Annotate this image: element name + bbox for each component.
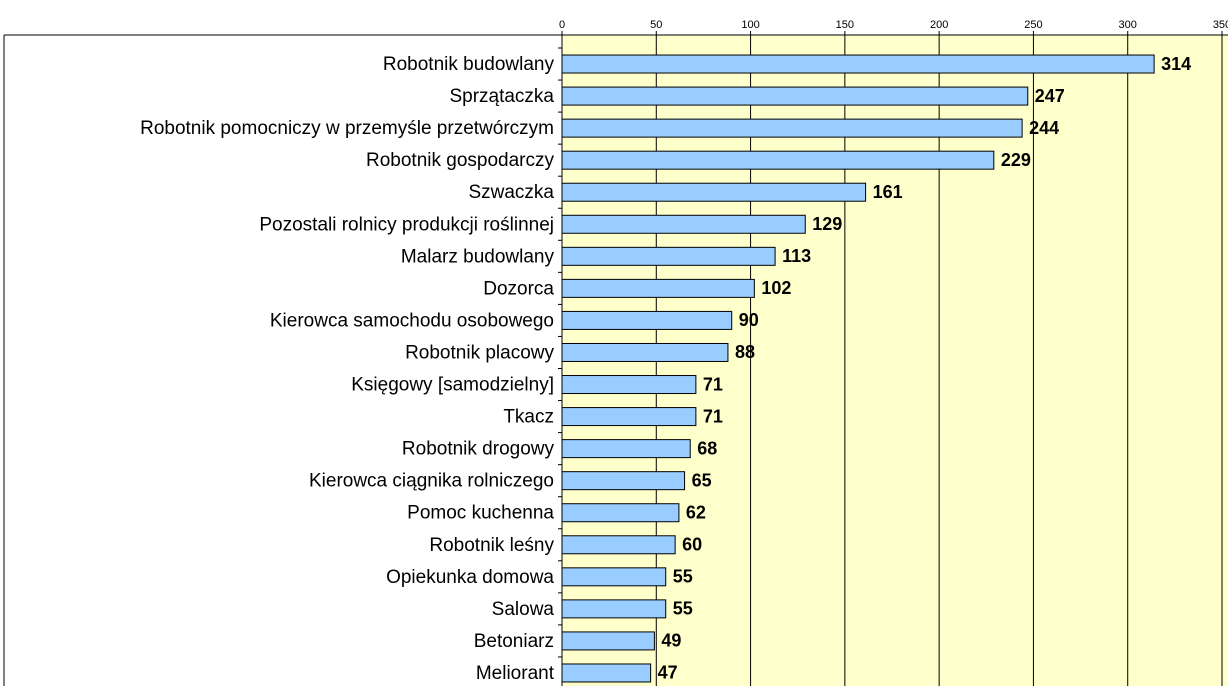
bar xyxy=(561,246,776,266)
category-label: Meliorant xyxy=(476,663,555,684)
category-label: Kierowca ciągnika rolniczego xyxy=(309,471,554,492)
value-label: 62 xyxy=(686,502,706,522)
category-label: Robotnik budowlany xyxy=(383,54,555,75)
bar xyxy=(561,567,667,587)
bar xyxy=(561,439,691,459)
category-label: Robotnik drogowy xyxy=(402,439,555,460)
category-label: Dozorca xyxy=(483,278,554,299)
bar xyxy=(561,86,1029,106)
value-label: 71 xyxy=(703,374,723,394)
value-label: 68 xyxy=(697,438,717,458)
value-label: 60 xyxy=(682,535,702,555)
bar xyxy=(561,214,806,234)
value-label: 65 xyxy=(692,470,712,490)
bar xyxy=(561,663,652,683)
bar xyxy=(561,503,680,523)
x-tick-label: 0 xyxy=(559,19,565,31)
value-label: 229 xyxy=(1001,150,1031,170)
value-label: 55 xyxy=(673,599,693,619)
value-label: 88 xyxy=(735,342,755,362)
value-label: 55 xyxy=(673,567,693,587)
category-label: Kierowca samochodu osobowego xyxy=(270,310,554,331)
value-label: 244 xyxy=(1029,118,1059,138)
value-label: 247 xyxy=(1035,86,1065,106)
value-label: 47 xyxy=(658,663,678,683)
bar xyxy=(561,150,995,170)
bar xyxy=(561,407,697,427)
x-tick-label: 100 xyxy=(741,19,759,31)
x-tick-label: 200 xyxy=(930,19,948,31)
x-tick-label: 250 xyxy=(1024,19,1042,31)
category-label: Salowa xyxy=(492,599,555,620)
x-tick-label: 300 xyxy=(1119,19,1137,31)
category-label: Księgowy [samodzielny] xyxy=(351,375,554,396)
bar xyxy=(561,631,655,651)
bar xyxy=(561,342,729,362)
category-label: Robotnik leśny xyxy=(429,535,554,556)
category-label: Opiekunka domowa xyxy=(386,567,554,588)
bar xyxy=(561,310,733,330)
value-label: 161 xyxy=(873,182,903,202)
bar xyxy=(561,471,686,491)
value-label: 90 xyxy=(739,310,759,330)
bar xyxy=(561,535,676,555)
category-label: Malarz budowlany xyxy=(401,246,555,267)
bar xyxy=(561,599,667,619)
value-label: 71 xyxy=(703,406,723,426)
value-label: 129 xyxy=(812,214,842,234)
x-tick-label: 150 xyxy=(836,19,854,31)
category-label: Pozostali rolnicy produkcji roślinnej xyxy=(259,214,554,235)
category-label: Szwaczka xyxy=(468,182,554,203)
category-label: Robotnik gospodarczy xyxy=(366,150,554,171)
bar xyxy=(561,182,867,202)
x-tick-label: 350 xyxy=(1213,19,1228,31)
bar xyxy=(561,278,755,298)
category-label: Robotnik pomocniczy w przemyśle przetwór… xyxy=(140,118,554,139)
bar xyxy=(561,375,697,395)
bar xyxy=(561,54,1155,74)
value-label: 102 xyxy=(761,278,791,298)
value-label: 49 xyxy=(661,631,681,651)
value-label: 314 xyxy=(1161,54,1191,74)
bar xyxy=(561,118,1023,138)
category-label: Betoniarz xyxy=(474,631,554,652)
category-label: Robotnik placowy xyxy=(405,342,554,363)
category-label: Sprzątaczka xyxy=(449,86,554,107)
value-label: 113 xyxy=(782,246,811,266)
category-label: Tkacz xyxy=(503,407,554,428)
category-label: Pomoc kuchenna xyxy=(407,503,554,524)
x-tick-label: 50 xyxy=(650,19,662,31)
